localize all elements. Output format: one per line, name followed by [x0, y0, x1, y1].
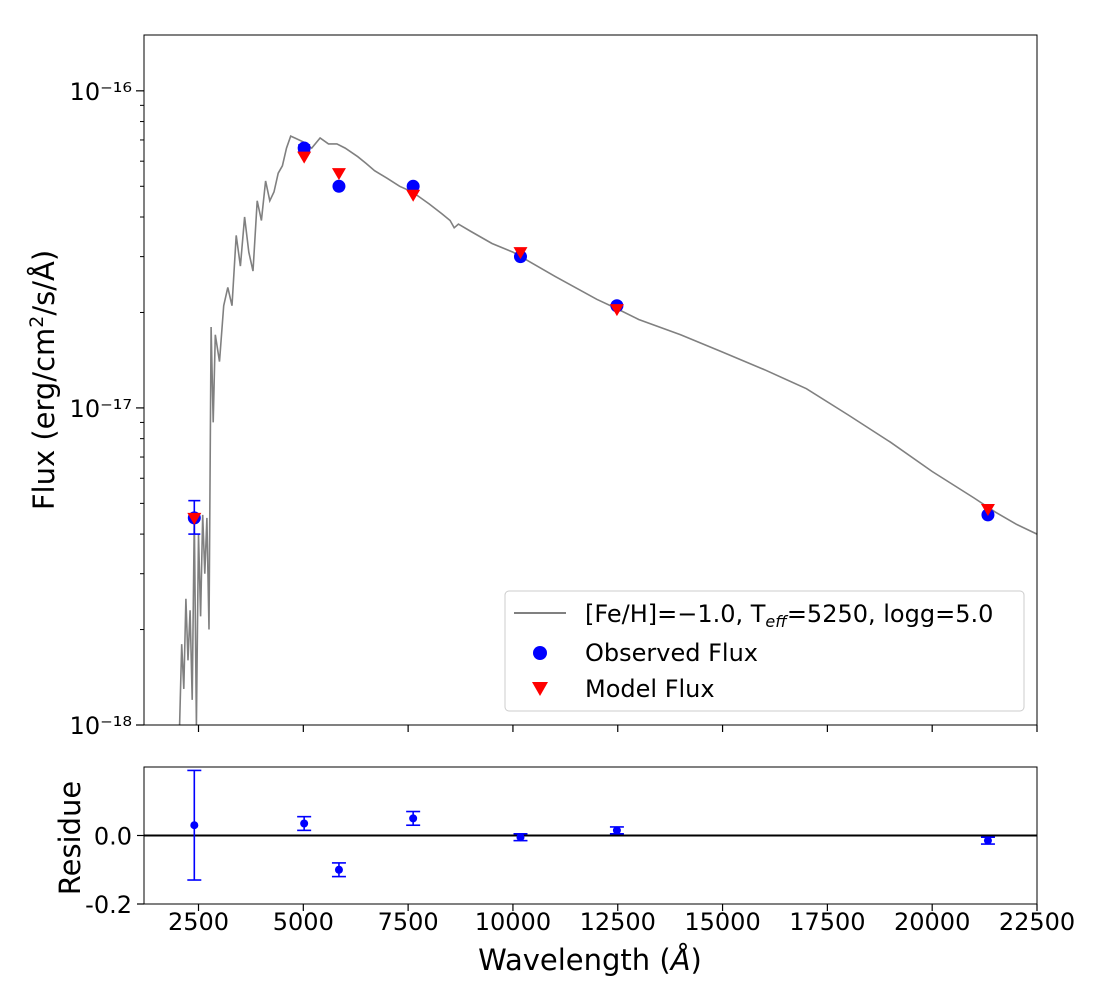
legend-frame: [504, 590, 1025, 712]
model-spectrum-line: [178, 135, 1038, 726]
wavelength-tick-label: 20000: [894, 908, 970, 936]
flux-tick-label: 10⁻¹⁷: [70, 395, 132, 423]
residue-axis-ticks: 2500 5000 7500 10000 12500 15000 17500 20000 225…: [85, 823, 1075, 937]
wavelength-tick-label: 15000: [684, 908, 760, 936]
wavelength-tick-label: 10000: [475, 908, 551, 936]
residue-tick-label: 0.0: [94, 823, 132, 851]
residue-point: [612, 826, 621, 835]
observed-flux-point: [406, 179, 420, 193]
flux-points: [187, 141, 995, 535]
flux-axis-label: Flux (erg/cm2/s/Å): [26, 250, 61, 510]
wavelength-tick-label: 5000: [273, 908, 334, 936]
wavelength-tick-label: 7500: [378, 908, 439, 936]
residue-point: [409, 814, 418, 823]
wavelength-axis-label: Wavelength (Å): [478, 943, 702, 977]
model-flux-point: [980, 503, 995, 516]
residue-points: [187, 769, 995, 881]
residue-point: [983, 836, 992, 845]
residue-plot-frame: [143, 766, 1038, 905]
residue-point: [516, 833, 525, 842]
legend: [Fe/H]=−1.0, Teff=5250, logg=5.0 Observe…: [504, 590, 1025, 712]
flux-tick-label: 10⁻¹⁸: [70, 712, 132, 740]
wavelength-tick-label: 2500: [168, 908, 229, 936]
wavelength-tick-label: 12500: [580, 908, 656, 936]
residue-tick-label: -0.2: [85, 891, 132, 919]
residue-point: [190, 821, 199, 830]
residue-panel: 2500 5000 7500 10000 12500 15000 17500 20000 225…: [53, 766, 1075, 977]
legend-model-marker: [532, 682, 548, 696]
legend-model-spectrum-label: [Fe/H]=−1.0, Teff=5250, logg=5.0: [585, 600, 993, 631]
legend-model-label: Model Flux: [585, 675, 715, 703]
residue-point: [300, 819, 309, 828]
model-flux-point: [297, 151, 312, 164]
model-flux-point: [513, 247, 528, 260]
observed-flux-point: [297, 141, 311, 155]
model-flux-point: [609, 304, 624, 317]
flux-panel: 10⁻¹⁶ 10⁻¹⁷ 10⁻¹⁸ [Fe/H]=−1.0, Teff=5250, …: [26, 34, 1038, 740]
legend-observed-label: Observed Flux: [585, 639, 758, 667]
residue-point: [334, 865, 343, 874]
model-flux-point: [406, 189, 421, 202]
residue-axis-label: Residue: [53, 781, 87, 896]
wavelength-tick-label: 22500: [999, 908, 1075, 936]
flux-plot-frame: [143, 34, 1038, 726]
model-flux-point: [331, 168, 346, 181]
model-flux-point: [187, 512, 202, 525]
legend-observed-marker: [533, 646, 547, 660]
wavelength-tick-label: 17500: [789, 908, 865, 936]
observed-flux-point: [332, 179, 346, 193]
flux-axis-ticks: 10⁻¹⁶ 10⁻¹⁷ 10⁻¹⁸: [70, 78, 1038, 740]
flux-tick-label: 10⁻¹⁶: [70, 78, 132, 106]
